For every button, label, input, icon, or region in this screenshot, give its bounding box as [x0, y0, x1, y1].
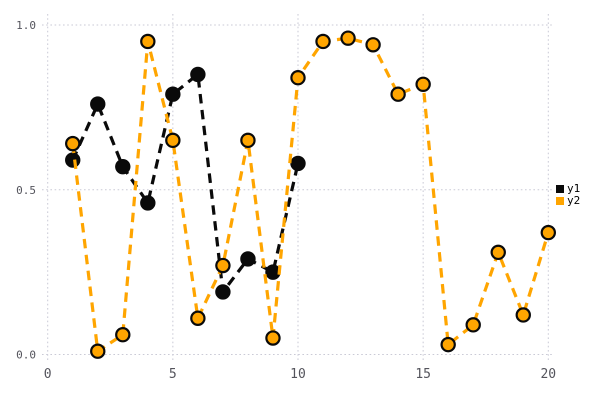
data-point-y1 — [65, 152, 81, 168]
data-point-y1 — [240, 251, 256, 267]
data-point-y1 — [90, 96, 106, 112]
data-point-y1 — [215, 284, 231, 300]
legend-item-y1: y1 — [556, 183, 580, 194]
data-point-y2 — [240, 132, 256, 149]
legend-label-y1: y1 — [567, 182, 581, 195]
data-point-y2 — [140, 33, 156, 50]
x-tick-label: 15 — [415, 367, 431, 382]
data-point-y1 — [265, 264, 281, 280]
data-point-y2 — [165, 132, 181, 149]
y-tick-label: 1.0 — [16, 19, 36, 32]
x-tick-label: 5 — [169, 367, 177, 382]
data-point-y1 — [140, 195, 156, 211]
legend-swatch-y2 — [556, 196, 564, 205]
data-point-y1 — [190, 66, 206, 83]
legend-swatch-y1 — [556, 184, 564, 193]
data-point-y2 — [340, 30, 356, 46]
data-point-y2 — [365, 37, 381, 53]
data-point-y2 — [490, 244, 506, 261]
legend-label-y2: y2 — [567, 194, 581, 207]
x-tick-label: 20 — [540, 367, 556, 382]
x-tick-label: 10 — [290, 367, 306, 382]
data-point-y2 — [415, 76, 431, 93]
x-tick-label: 0 — [44, 367, 52, 382]
data-point-y2 — [515, 307, 531, 323]
data-point-y2 — [465, 317, 481, 333]
data-point-y1 — [290, 155, 306, 172]
data-point-y2 — [90, 343, 106, 359]
data-point-y2 — [215, 257, 231, 274]
data-point-y2 — [115, 327, 131, 343]
data-point-y2 — [290, 70, 306, 86]
data-point-y2 — [315, 33, 331, 50]
legend: y1 y2 — [556, 183, 580, 206]
y-tick-label: 0.5 — [16, 184, 36, 197]
data-point-y2 — [190, 310, 206, 326]
data-point-y2 — [440, 336, 456, 353]
data-point-y2 — [265, 330, 281, 346]
data-point-y1 — [115, 158, 131, 175]
y-tick-label: 0.0 — [16, 349, 36, 362]
data-point-y2 — [390, 86, 406, 102]
data-point-y1 — [165, 86, 181, 102]
data-point-y2 — [540, 224, 557, 241]
data-point-y2 — [65, 135, 81, 152]
legend-item-y2: y2 — [556, 195, 580, 206]
